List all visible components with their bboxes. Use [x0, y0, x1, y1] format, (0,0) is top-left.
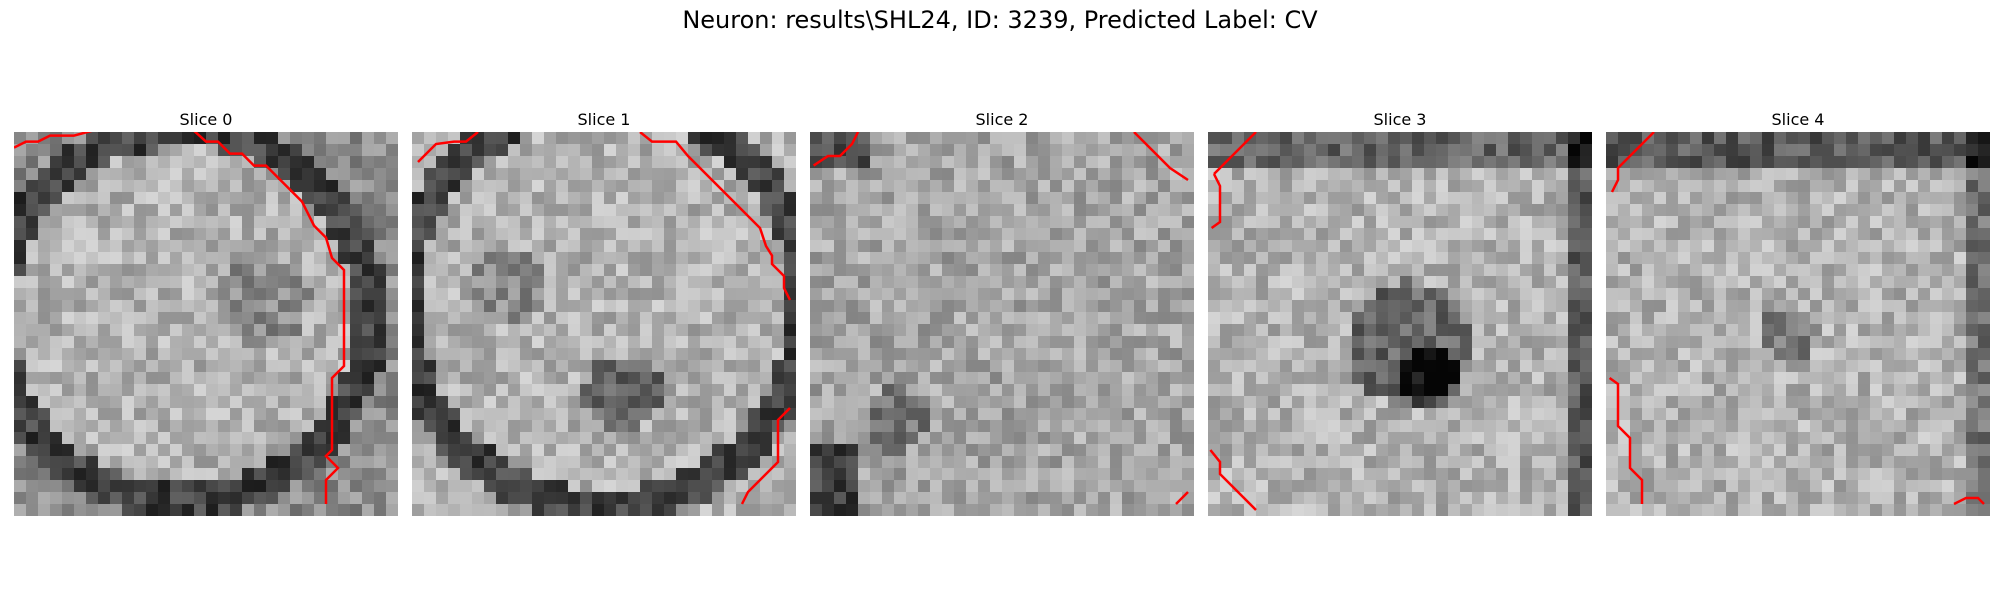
contour-line [1213, 132, 1257, 175]
contour-line [1209, 449, 1257, 511]
slice-image [1208, 132, 1592, 516]
slice-image [1606, 132, 1990, 516]
figure-title: Neuron: results\SHL24, ID: 3239, Predict… [682, 6, 1318, 34]
slice-panel-4: Slice 4 [1606, 108, 1990, 516]
slice-panel-2: Slice 2 [810, 108, 1194, 516]
contour-line [1133, 132, 1189, 182]
slice-image [412, 132, 796, 516]
contour-line [1210, 173, 1222, 230]
slice-image [14, 132, 398, 516]
slice-title: Slice 3 [1373, 110, 1427, 129]
contour-line [14, 132, 346, 504]
contour-line [1610, 132, 1655, 193]
contour-line [740, 407, 791, 505]
contour-line [639, 132, 792, 301]
contour-line [1953, 496, 1985, 506]
contour-line [1608, 376, 1644, 504]
slice-panel-1: Slice 1 [412, 108, 796, 516]
contour-line [417, 132, 479, 163]
slice-title: Slice 1 [577, 110, 631, 129]
slice-image [810, 132, 1194, 516]
slice-panel-3: Slice 3 [1208, 108, 1592, 516]
contour-line [1175, 491, 1189, 505]
slice-title: Slice 2 [975, 110, 1029, 129]
slice-title: Slice 4 [1771, 110, 1825, 129]
slice-title: Slice 0 [179, 110, 233, 129]
contour-line [812, 132, 860, 167]
slice-panel-0: Slice 0 [14, 108, 398, 516]
